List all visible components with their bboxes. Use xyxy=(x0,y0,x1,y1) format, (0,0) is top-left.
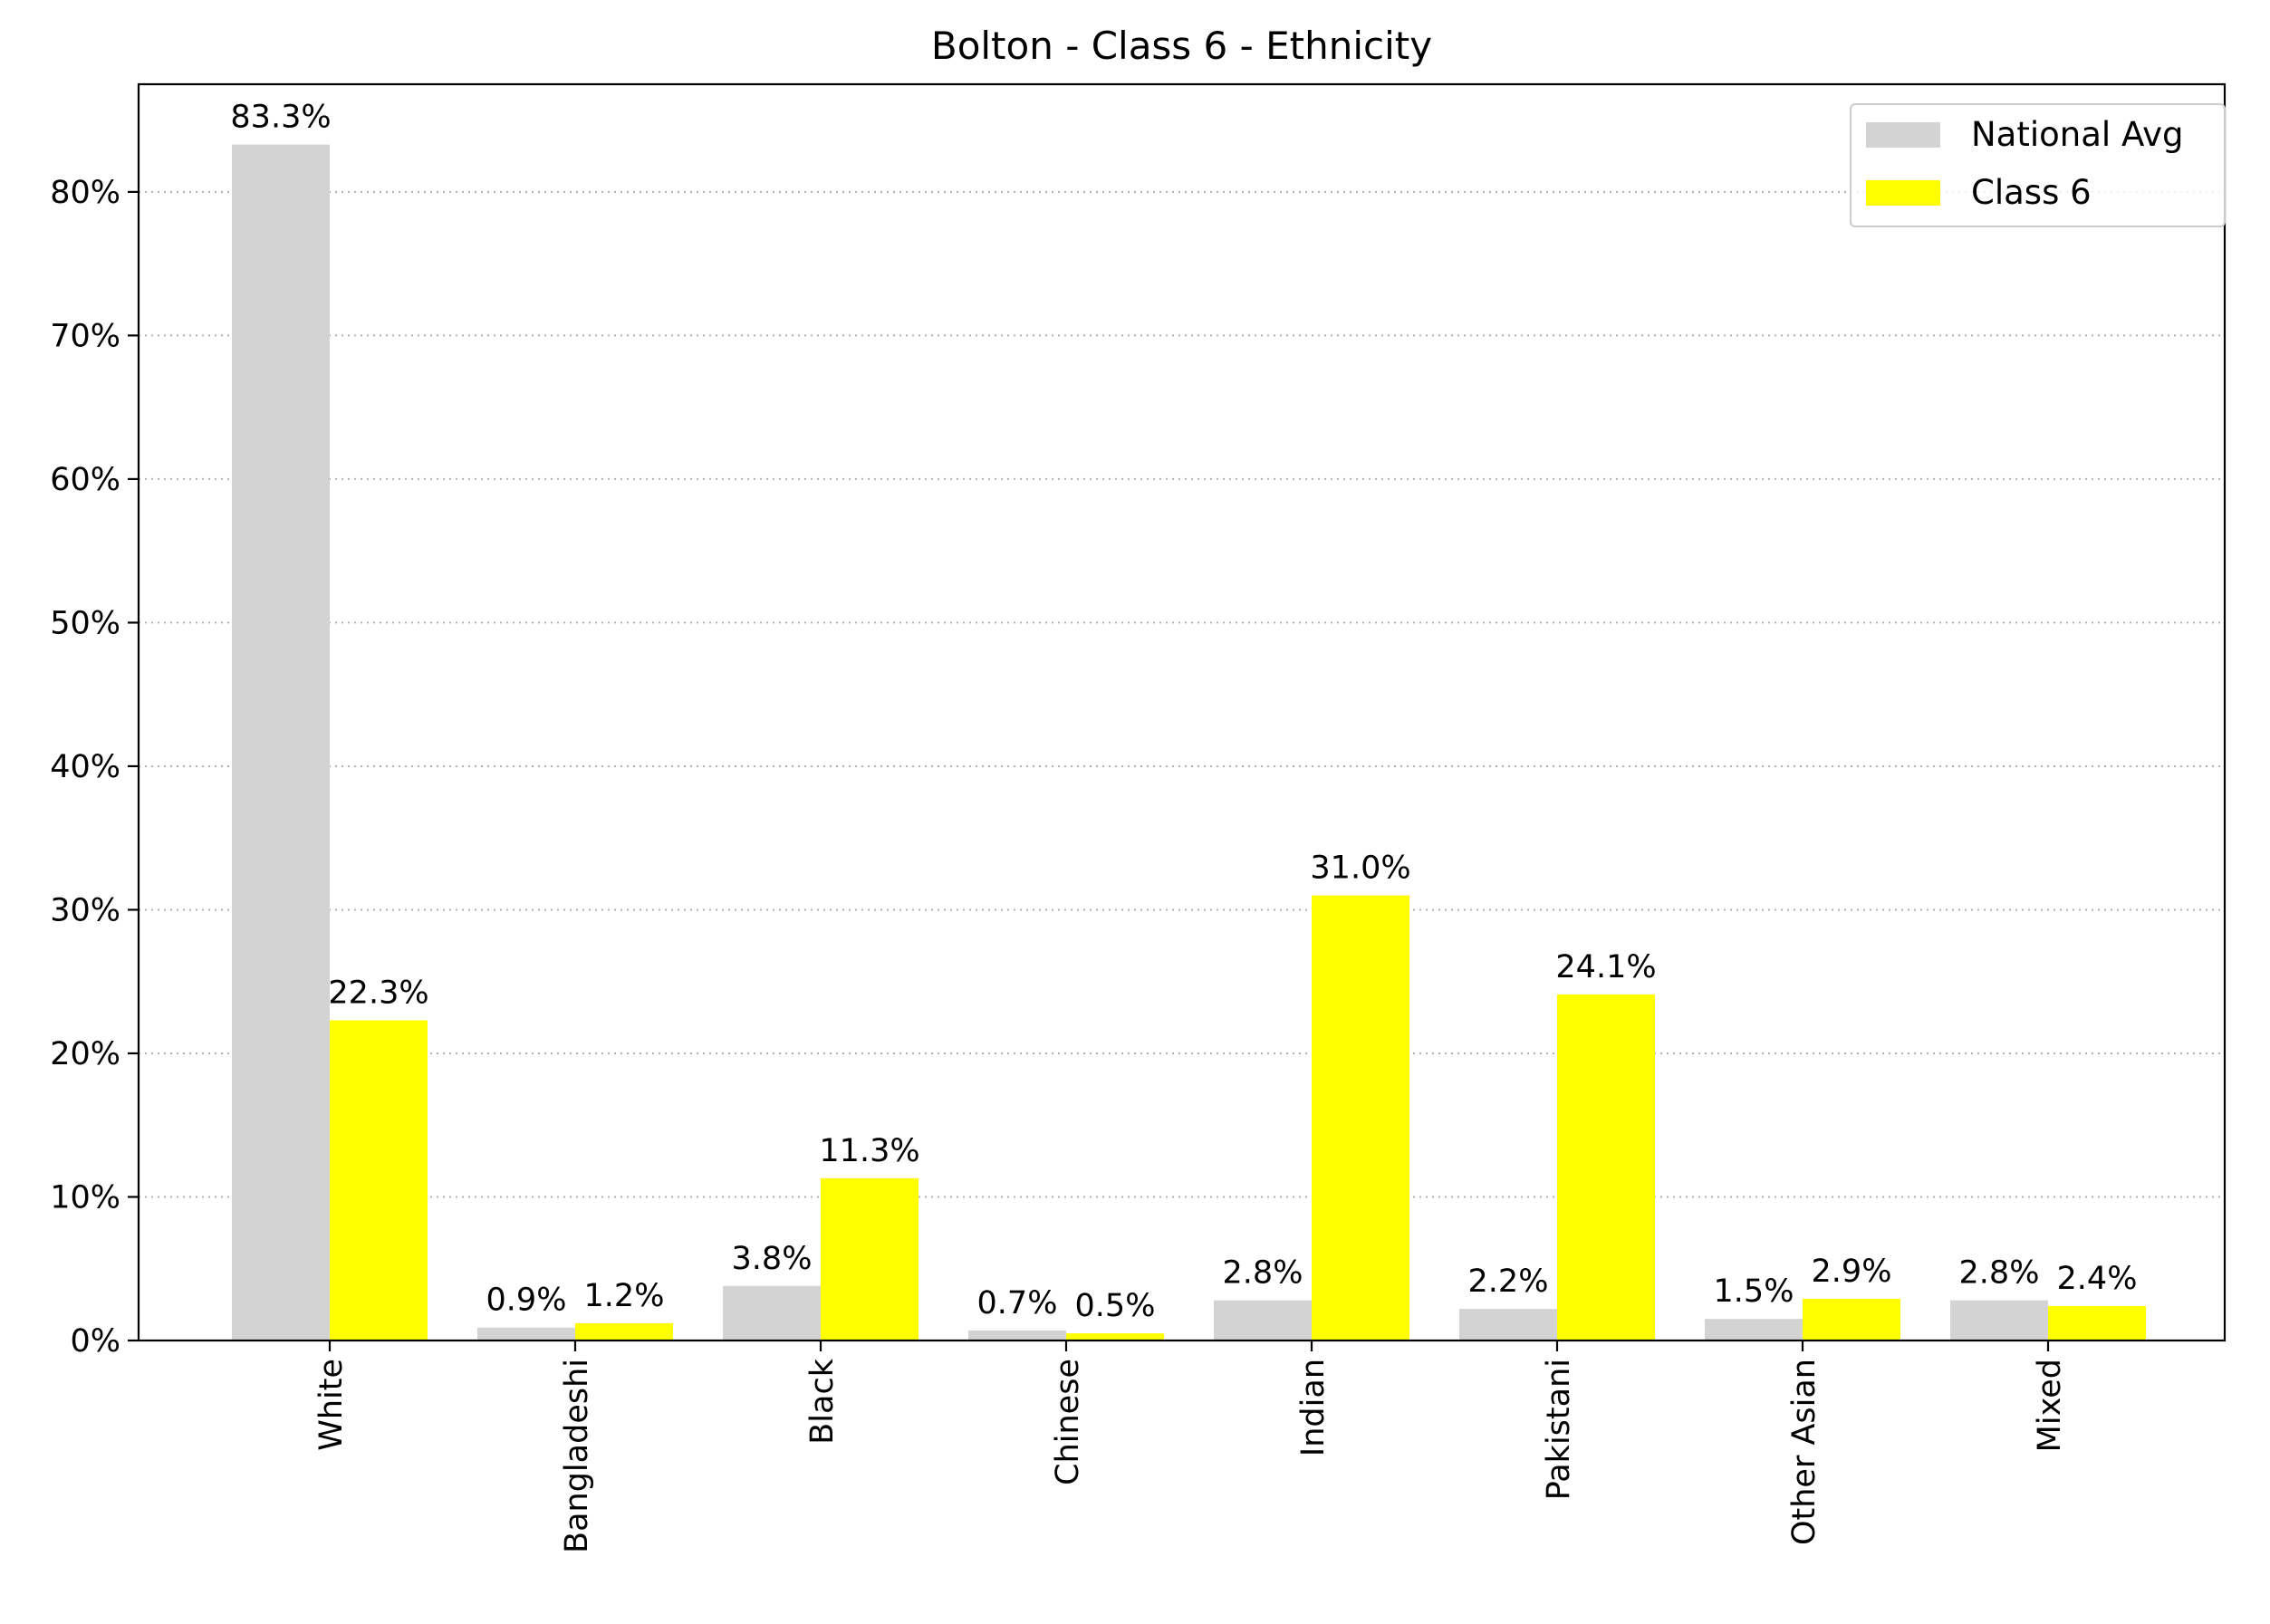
x-tick-label: White xyxy=(313,1359,350,1451)
y-tick-label: 70% xyxy=(50,318,120,354)
legend-box xyxy=(1850,103,2226,227)
y-tick-label: 0% xyxy=(70,1323,120,1360)
bar-class-6-pakistani xyxy=(1557,994,1655,1341)
x-tick-label: Black xyxy=(804,1358,841,1444)
bar-class-6-black xyxy=(821,1177,919,1341)
bar-national-avg-chinese xyxy=(968,1330,1066,1341)
x-tick-label: Mixed xyxy=(2032,1359,2068,1452)
bar-class-6-mixed xyxy=(2048,1305,2146,1341)
x-tick-label: Other Asian xyxy=(1786,1359,1823,1545)
data-label: 2.2% xyxy=(1468,1264,1549,1300)
bar-national-avg-black xyxy=(723,1285,821,1341)
data-label: 1.2% xyxy=(584,1278,665,1314)
data-label: 31.0% xyxy=(1310,850,1410,887)
bar-national-avg-pakistani xyxy=(1459,1309,1557,1341)
legend-label: National Avg xyxy=(1971,115,2183,154)
data-label: 83.3% xyxy=(230,100,331,136)
bar-class-6-indian xyxy=(1312,895,1409,1341)
data-label: 22.3% xyxy=(328,975,428,1012)
bar-national-avg-mixed xyxy=(1950,1300,2048,1341)
x-tick-label: Pakistani xyxy=(1541,1359,1577,1500)
plot-frame xyxy=(137,82,2227,1342)
bar-national-avg-white xyxy=(232,144,330,1341)
data-label: 3.8% xyxy=(732,1241,813,1277)
data-label: 2.4% xyxy=(2057,1261,2138,1297)
data-label: 0.7% xyxy=(977,1285,1058,1321)
bar-national-avg-indian xyxy=(1214,1300,1312,1341)
x-tick-label: Indian xyxy=(1295,1359,1332,1456)
data-label: 24.1% xyxy=(1555,949,1656,985)
data-label: 11.3% xyxy=(819,1133,919,1169)
x-axis-ticks: White Bangladeshi Black Chinese Indian Pakist… xyxy=(313,1341,2068,1553)
bar-class-6-bangladeshi xyxy=(575,1322,673,1341)
data-labels: 83.3% 22.3% 0.9% 1.2% 3.8% 11.3% 0.7% 0.5% 2.8% 3… xyxy=(230,100,2137,1324)
y-axis-ticks: 0% 10% 20% 30% 40% 50% 60% 70% 80% xyxy=(50,175,139,1360)
y-tick-label: 50% xyxy=(50,605,120,641)
bar-national-avg-other-asian xyxy=(1705,1319,1803,1341)
y-tick-label: 10% xyxy=(50,1179,120,1216)
data-label: 0.5% xyxy=(1075,1288,1156,1324)
data-label: 2.9% xyxy=(1812,1254,1892,1290)
data-label: 1.5% xyxy=(1714,1273,1794,1310)
bar-national-avg-bangladeshi xyxy=(477,1327,575,1341)
chart-title: Bolton - Class 6 - Ethnicity xyxy=(931,24,1432,68)
y-tick-label: 80% xyxy=(50,175,120,211)
bars xyxy=(232,144,2146,1341)
y-tick-label: 60% xyxy=(50,462,120,498)
data-label: 2.8% xyxy=(1959,1255,2040,1292)
legend: National Avg Class 6 xyxy=(1850,103,2226,227)
data-label: 2.8% xyxy=(1223,1255,1303,1292)
y-tick-label: 30% xyxy=(50,892,120,928)
legend-swatch xyxy=(1866,180,1940,206)
y-tick-label: 40% xyxy=(50,749,120,785)
x-tick-label: Bangladeshi xyxy=(559,1359,595,1553)
legend-swatch xyxy=(1866,122,1940,148)
x-tick-label: Chinese xyxy=(1050,1359,1086,1485)
bar-class-6-chinese xyxy=(1066,1333,1164,1341)
bar-class-6-white xyxy=(330,1020,428,1341)
bar-class-6-other-asian xyxy=(1803,1299,1900,1341)
y-tick-label: 20% xyxy=(50,1036,120,1072)
legend-label: Class 6 xyxy=(1971,173,2092,212)
data-label: 0.9% xyxy=(486,1283,567,1319)
